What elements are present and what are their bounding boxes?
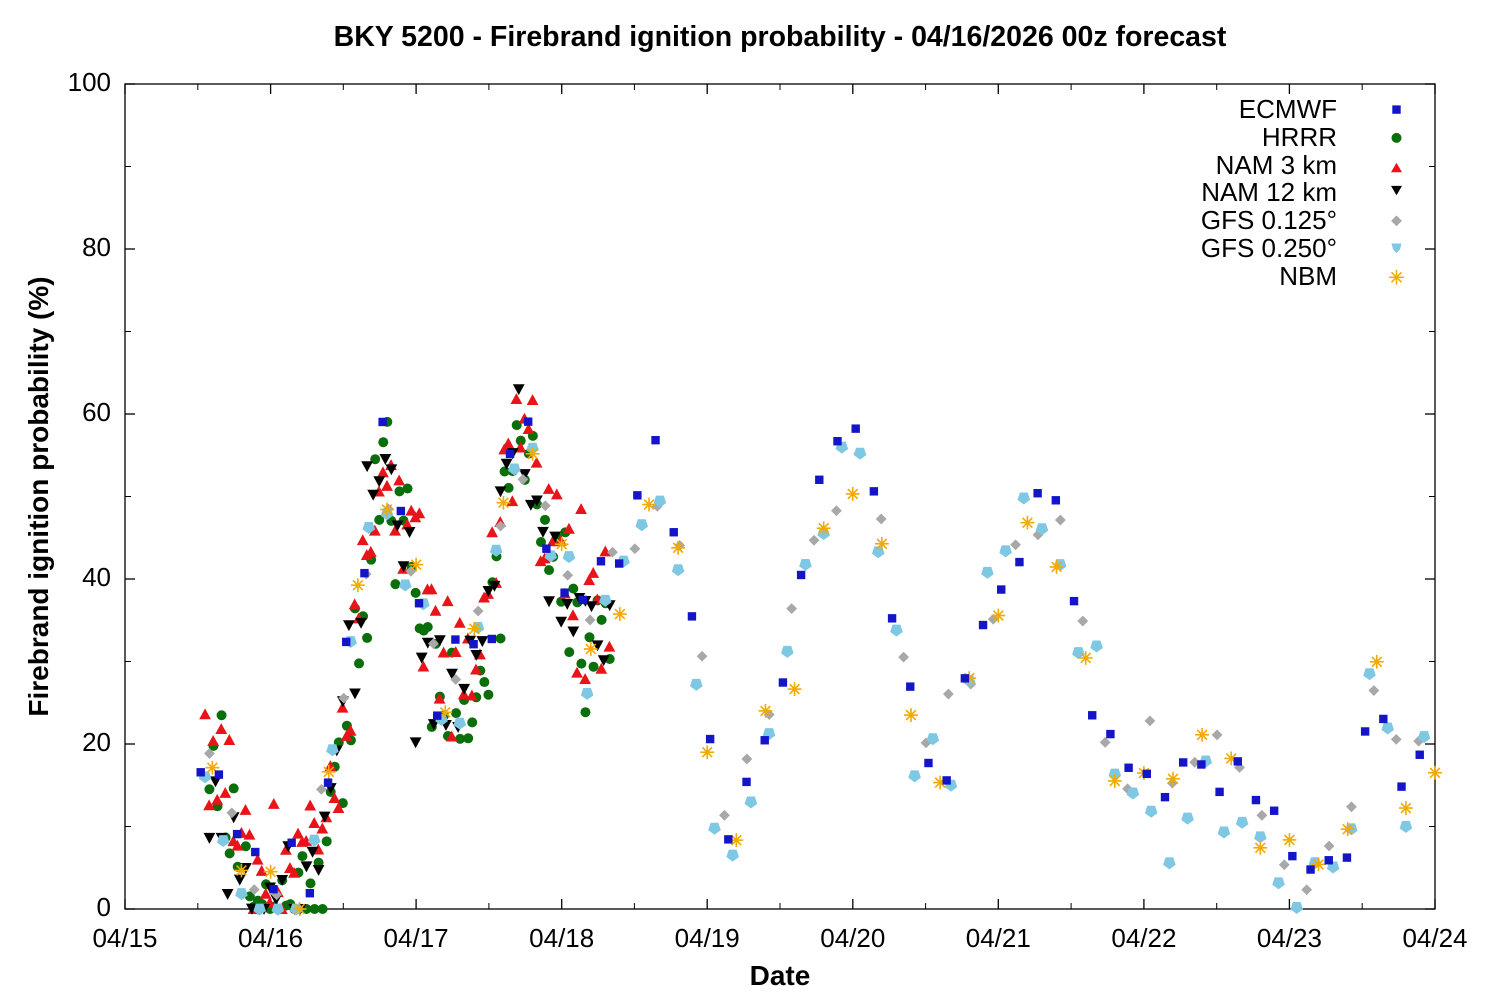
svg-text:60: 60 xyxy=(82,397,111,427)
svg-text:04/17: 04/17 xyxy=(384,923,449,953)
svg-text:04/18: 04/18 xyxy=(529,923,594,953)
svg-text:04/24: 04/24 xyxy=(1402,923,1467,953)
svg-text:NAM 12 km: NAM 12 km xyxy=(1201,177,1337,207)
svg-text:100: 100 xyxy=(68,67,111,97)
svg-text:GFS 0.125°: GFS 0.125° xyxy=(1201,205,1337,235)
svg-text:04/23: 04/23 xyxy=(1257,923,1322,953)
svg-text:04/20: 04/20 xyxy=(820,923,885,953)
svg-text:04/19: 04/19 xyxy=(675,923,740,953)
svg-text:NBM: NBM xyxy=(1279,261,1337,291)
svg-text:20: 20 xyxy=(82,727,111,757)
svg-text:80: 80 xyxy=(82,232,111,262)
svg-text:Date: Date xyxy=(750,960,811,991)
svg-text:04/15: 04/15 xyxy=(92,923,157,953)
svg-text:BKY 5200 - Firebrand ignition: BKY 5200 - Firebrand ignition probabilit… xyxy=(334,21,1227,53)
svg-text:04/16: 04/16 xyxy=(238,923,303,953)
svg-text:04/22: 04/22 xyxy=(1111,923,1176,953)
svg-text:HRRR: HRRR xyxy=(1262,122,1337,152)
svg-text:ECMWF: ECMWF xyxy=(1239,94,1337,124)
svg-text:GFS 0.250°: GFS 0.250° xyxy=(1201,233,1337,263)
svg-text:40: 40 xyxy=(82,562,111,592)
svg-text:0: 0 xyxy=(97,892,111,922)
svg-text:Firebrand ignition probability: Firebrand ignition probability (%) xyxy=(23,276,54,716)
svg-text:NAM 3 km: NAM 3 km xyxy=(1216,150,1337,180)
svg-text:04/21: 04/21 xyxy=(966,923,1031,953)
